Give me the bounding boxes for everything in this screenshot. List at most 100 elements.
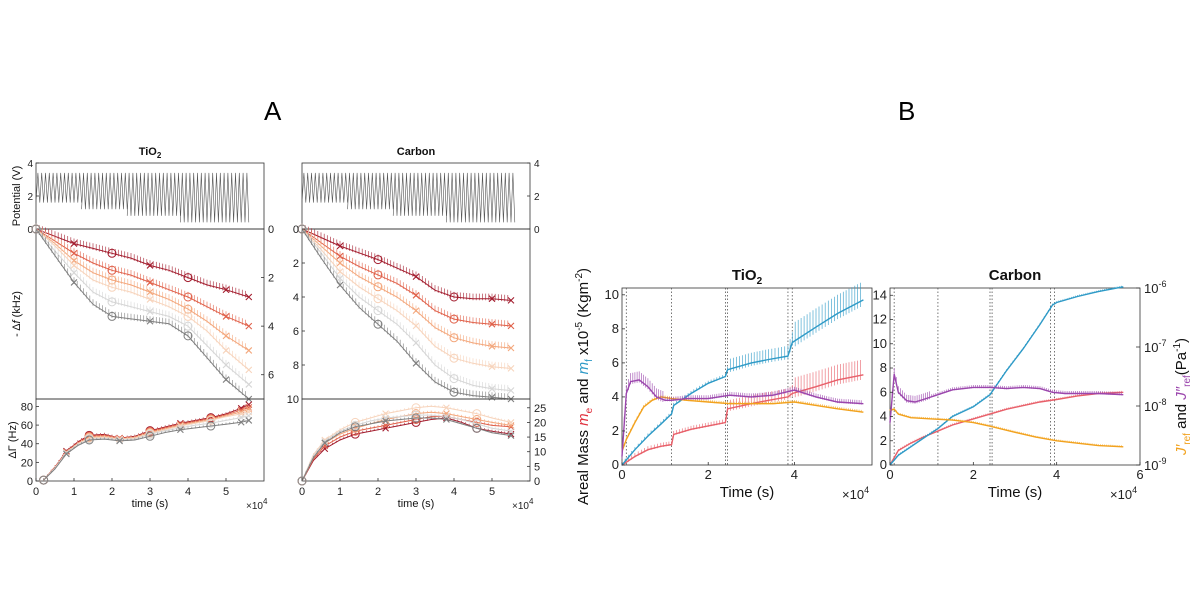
- series-oscillation: [35, 223, 246, 398]
- y-tick-label: 6: [612, 355, 619, 370]
- series-oscillation: [301, 223, 509, 392]
- y-tick-label: 4: [534, 159, 540, 170]
- series-marker-circle: [373, 282, 383, 292]
- x-tick-label: 4: [451, 486, 457, 498]
- series-marker-circle: [107, 265, 117, 275]
- A-Carbon-df-frame: [301, 228, 531, 400]
- series-marker-circle: [411, 410, 421, 420]
- ylabel-df: - Δf (kHz): [11, 291, 23, 337]
- B-TiO2-frame: [621, 287, 873, 466]
- series-line-me: [621, 374, 864, 466]
- series-line: [35, 228, 249, 327]
- series-line-me: [889, 391, 1124, 466]
- series-marker-circle: [183, 331, 193, 341]
- series-oscillation: [301, 223, 509, 370]
- series-marker-cross: [507, 297, 515, 304]
- ylabel-part: (Kgm: [575, 282, 592, 322]
- potential-trace: [301, 172, 516, 223]
- series-marker-circle: [472, 423, 482, 433]
- series-line-Jref: [621, 379, 864, 457]
- y-tick-label: 15: [534, 432, 546, 444]
- series-marker-circle: [183, 292, 193, 302]
- series-marker-cross: [70, 269, 78, 277]
- series-marker-cross: [222, 376, 230, 383]
- y-right-tick-exp: -9: [1158, 456, 1166, 466]
- y-right-tick-exp: -7: [1158, 338, 1166, 348]
- x-tick-label: 5: [223, 486, 229, 498]
- x-tick-label: 1: [71, 486, 77, 498]
- series-marker-cross: [146, 288, 154, 296]
- series-marker-cross: [146, 262, 154, 269]
- ylabel-dgamma-part: (Hz): [7, 421, 19, 445]
- x-tick-label: 3: [413, 486, 419, 498]
- y-tick-label: 5: [534, 461, 540, 473]
- ylabel-part-jp-sub: ref: [1182, 433, 1193, 445]
- ylabel-part-jpp-sub: ref: [1182, 375, 1193, 387]
- series-marker-cross: [382, 417, 389, 425]
- series-marker-cross: [488, 295, 496, 303]
- y-tick-label: 40: [21, 439, 33, 451]
- series-oscillation: [621, 371, 862, 459]
- ylabel-part: (Pa: [1173, 351, 1190, 375]
- y-tick-label: 0: [27, 225, 33, 236]
- y-right-tick-base: 10: [1144, 340, 1158, 355]
- y-tick-label: 2: [880, 433, 887, 448]
- y-tick-label: 6: [880, 384, 887, 399]
- series-marker-circle: [107, 297, 117, 307]
- y-tick-label: 6: [268, 370, 274, 382]
- series-marker-circle: [373, 306, 383, 316]
- series-oscillation: [43, 419, 246, 481]
- ylabel-part-mf: m: [575, 362, 592, 375]
- series-marker-cross: [146, 308, 154, 315]
- title-a-tio2-main: TiO: [139, 146, 158, 158]
- series-marker-cross: [507, 421, 515, 429]
- series-marker-cross: [70, 249, 78, 257]
- panel-label-a: A: [264, 96, 282, 126]
- y-right-tick-label: 10-8: [1144, 397, 1166, 414]
- x-exponent-power: 4: [1132, 485, 1137, 495]
- title-b-tio2-sub: 2: [757, 276, 763, 287]
- y-tick-label: 0: [27, 476, 33, 488]
- series-line-mf: [889, 286, 1124, 466]
- series-marker-cross: [321, 439, 329, 447]
- ylabel-df-part: (kHz): [11, 291, 23, 320]
- series-marker-circle: [107, 282, 117, 292]
- series-marker-circle: [411, 403, 421, 413]
- y-tick-label: 2: [612, 423, 619, 438]
- series-line: [301, 417, 512, 482]
- ylabel-part: Areal Mass: [575, 426, 592, 505]
- series-marker-circle: [449, 374, 459, 384]
- series-marker-circle: [107, 248, 117, 258]
- series-marker-cross: [488, 320, 496, 328]
- y-tick-label: 0: [268, 224, 274, 236]
- x-tick-label: 1: [337, 486, 343, 498]
- x-tick-label: 0: [618, 467, 625, 482]
- y-tick-label: 8: [612, 321, 619, 336]
- y-tick-label: 25: [534, 403, 546, 415]
- series-oscillation: [889, 368, 1122, 425]
- y-right-tick-label: 10-9: [1144, 456, 1166, 473]
- series-marker-cross: [70, 240, 78, 247]
- series-oscillation: [889, 390, 1122, 466]
- y-right-tick-label: 10-6: [1144, 279, 1166, 296]
- series-marker-cross: [412, 273, 420, 280]
- y-tick-label: 0: [612, 457, 619, 472]
- B-Carbon-frame: [889, 287, 1141, 466]
- potential-trace: [35, 172, 250, 223]
- series-marker-cross: [245, 366, 253, 374]
- series-marker-cross: [146, 279, 154, 286]
- series-marker-cross: [412, 322, 420, 330]
- series-marker-cross: [336, 274, 344, 282]
- series-marker-cross: [336, 252, 344, 260]
- series-marker-cross: [245, 347, 253, 354]
- y-tick-label: 4: [268, 321, 274, 333]
- y-tick-label: 20: [21, 457, 33, 469]
- y-right-tick-base: 10: [1144, 399, 1158, 414]
- series-marker-cross: [245, 381, 253, 388]
- series-marker-circle: [449, 353, 459, 363]
- series-marker-circle: [206, 418, 216, 428]
- series-line-Jref: [889, 373, 1124, 423]
- title-b-carbon: Carbon: [989, 267, 1042, 284]
- series-marker-circle: [297, 476, 307, 486]
- ylabel-part-me: m: [575, 413, 592, 426]
